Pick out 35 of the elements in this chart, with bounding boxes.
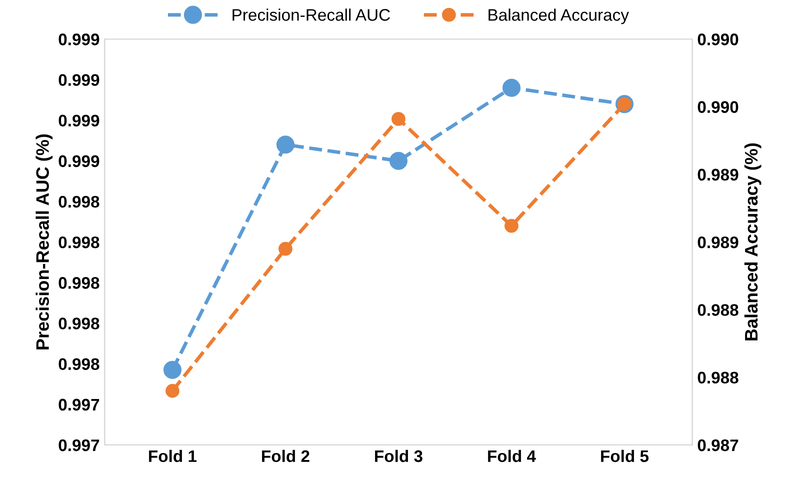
y-tick-label: 0.998 bbox=[58, 236, 100, 248]
x-tick-label: Fold 1 bbox=[149, 450, 197, 462]
y-tick-label: 0.999 bbox=[58, 34, 100, 46]
y2-tick-label: 0.989 bbox=[698, 236, 738, 248]
legend-label: Precision-Recall AUC bbox=[232, 8, 390, 21]
point bbox=[163, 360, 182, 379]
point bbox=[278, 242, 292, 256]
point bbox=[166, 384, 180, 398]
y2-tick-label: 0.987 bbox=[698, 439, 738, 452]
point bbox=[389, 152, 408, 170]
y-axis-title: Precision-Recall AUC (%) bbox=[36, 134, 53, 350]
legend-label: Balanced Accuracy bbox=[488, 8, 629, 24]
y2-tick-label: 0.989 bbox=[698, 168, 738, 181]
x-tick-label: Fold 4 bbox=[488, 450, 536, 462]
y2-axis-title: Balanced Accuracy (%) bbox=[744, 143, 762, 340]
x-tick-label: Fold 5 bbox=[601, 450, 649, 462]
y-tick-label: 0.998 bbox=[58, 196, 100, 208]
y2-tick-label: 0.990 bbox=[698, 101, 738, 113]
point bbox=[502, 78, 521, 97]
y2-tick-label: 0.988 bbox=[698, 304, 738, 316]
y-tick-label: 0.997 bbox=[58, 398, 100, 411]
x-tick-label: Fold 2 bbox=[262, 450, 310, 462]
y-tick-label: 0.998 bbox=[58, 358, 100, 370]
y2-tick-label: 0.988 bbox=[698, 372, 738, 384]
y-tick-label: 0.997 bbox=[58, 439, 100, 452]
y-tick-label: 0.998 bbox=[58, 318, 100, 330]
point bbox=[392, 112, 406, 126]
y2-tick-label: 0.990 bbox=[698, 34, 738, 46]
y-tick-label: 0.998 bbox=[58, 277, 100, 289]
x-tick-label: Fold 3 bbox=[375, 450, 422, 462]
y-tick-label: 0.999 bbox=[58, 74, 100, 86]
y-tick-label: 0.999 bbox=[58, 155, 100, 168]
point bbox=[276, 136, 294, 154]
point bbox=[504, 218, 518, 233]
y-tick-label: 0.999 bbox=[58, 114, 100, 126]
